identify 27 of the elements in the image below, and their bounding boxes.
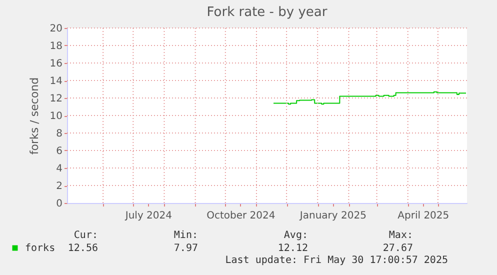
text: Avg: [284, 230, 308, 241]
y-axis-title: forks / second [28, 77, 41, 155]
y-tick-label: 14 [50, 76, 62, 87]
x-tick-label: January 2025 [298, 210, 366, 222]
y-tick-label: 8 [56, 128, 62, 140]
text: Last update: Fri May 30 17:00:57 2025 [225, 255, 448, 266]
y-tick-label: 0 [56, 198, 62, 210]
y-tick-label: 6 [56, 146, 62, 157]
y-tick-label: 2 [56, 181, 62, 192]
y-tick-label: 18 [50, 41, 62, 52]
x-tick-label: October 2024 [206, 210, 276, 222]
x-tick-label: July 2024 [124, 210, 172, 222]
y-tick-label: 20 [50, 24, 62, 34]
text: Min: [174, 230, 198, 241]
x-tick-label: April 2025 [398, 210, 450, 222]
text: Cur: [74, 230, 98, 241]
text: 7.97 [174, 243, 198, 254]
chart-title: Fork rate - by year [206, 5, 328, 20]
y-tick-label: 4 [56, 164, 62, 174]
y-tick-label: 16 [50, 58, 62, 70]
y-tick-label: 12 [50, 94, 62, 104]
text: 12.56 [68, 243, 98, 254]
legend-label: forks [25, 243, 56, 254]
text: 12.12 [278, 243, 308, 254]
y-tick-label: 10 [50, 111, 62, 122]
text: Max: [388, 230, 413, 241]
text: 27.67 [382, 243, 413, 254]
